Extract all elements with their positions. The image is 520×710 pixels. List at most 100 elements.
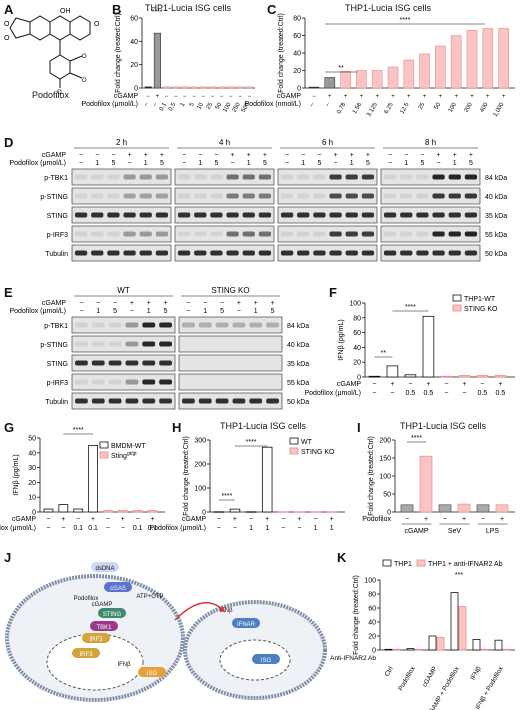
podofilox-sign: − — [481, 516, 485, 523]
significance: **** — [405, 304, 416, 311]
band — [125, 379, 139, 385]
podofilox-dose: − — [233, 525, 237, 532]
podofilox-dose: − — [46, 525, 50, 532]
podofilox-label: Podofilox — [74, 596, 99, 602]
bar — [326, 511, 337, 513]
podofilox-dose: 1 — [144, 160, 148, 167]
band — [91, 322, 105, 328]
band — [107, 174, 120, 180]
panel-label: A — [4, 2, 14, 17]
cgamp-sign: − — [317, 152, 321, 159]
band — [297, 212, 310, 218]
band — [297, 193, 310, 199]
cgamp-sign: + — [328, 94, 332, 100]
cgamp-sign: + — [231, 152, 235, 159]
legend-swatch — [99, 441, 109, 449]
bar — [435, 45, 446, 89]
band — [345, 193, 358, 199]
band — [448, 193, 461, 199]
cgamp-sign: − — [186, 300, 190, 307]
dose-label: 250 — [232, 101, 243, 113]
y-tick-label: 60 — [130, 16, 138, 23]
legend-label: Stinggt/gt — [111, 451, 137, 460]
cgamp-sign: + — [128, 152, 132, 159]
dose-label: 0.78 — [336, 101, 347, 115]
podofilox-dose: − — [281, 525, 285, 532]
band — [280, 212, 294, 218]
cgamp-sign: − — [96, 300, 100, 307]
bar — [340, 71, 351, 89]
band — [159, 341, 172, 347]
dose-label: 0.5 — [168, 101, 178, 112]
cgamp-sign: − — [314, 516, 318, 523]
podofilox-sign: + — [500, 516, 504, 523]
dose-label: 0.1 — [159, 101, 169, 112]
significance: *** — [455, 572, 463, 579]
bar — [153, 32, 162, 89]
cgamp-sign: + — [486, 94, 490, 100]
blot-strip — [71, 187, 172, 205]
bar — [209, 86, 217, 89]
band — [91, 212, 104, 218]
blot-strip — [71, 335, 176, 353]
cgamp-sign: + — [360, 94, 364, 100]
y-tick-label: 150 — [379, 456, 391, 463]
cgamp-sign: − — [182, 152, 186, 159]
cgamp-sign: + — [390, 381, 394, 388]
band — [345, 250, 358, 256]
row-label-podofilox: Podofilox (μmol/L) — [149, 525, 206, 532]
panel-e: E cGAMP Podofilox (μmol/L) WT − − −1−5 + − +1 +5 S… — [0, 285, 320, 415]
cgamp-sign: + — [454, 94, 458, 100]
category-label: Podofilox — [397, 665, 417, 692]
bar — [386, 365, 399, 378]
blot-strip — [71, 354, 176, 372]
cgamp-sign: + — [160, 152, 164, 159]
cgamp-sign: + — [439, 94, 443, 100]
blot-label: STING — [47, 213, 68, 220]
blot-label: Tubulin — [45, 399, 68, 406]
y-axis-label: Fold change (treated:Ctrl) — [368, 436, 375, 516]
group-label: STING KO — [211, 286, 249, 295]
bar — [181, 86, 189, 89]
cgamp-sign: − — [247, 94, 251, 100]
bar — [466, 29, 478, 89]
band — [297, 250, 310, 256]
bar — [294, 511, 305, 513]
panel-label: J — [4, 550, 12, 565]
band — [108, 398, 122, 404]
podofilox-sign: − — [443, 516, 447, 523]
band — [313, 193, 326, 199]
legend-superscript: gt/gt — [127, 451, 137, 457]
y-axis-label: Fold change (treated:Ctrl) — [183, 436, 190, 516]
ifnb-gene-label: IFNβ — [117, 662, 131, 668]
cgamp-sign: + — [344, 94, 348, 100]
y-tick-label: 60 — [368, 606, 376, 613]
bar — [440, 375, 453, 378]
cgamp-sign: + — [502, 94, 506, 100]
bar — [450, 592, 459, 651]
podofilox-dose: 5 — [111, 160, 115, 167]
significance: **** — [400, 17, 411, 24]
bar — [406, 648, 415, 651]
cgamp-sign: − — [46, 516, 50, 523]
band — [182, 322, 195, 328]
band — [266, 398, 279, 404]
band — [258, 250, 272, 256]
band — [91, 360, 105, 366]
band — [464, 231, 478, 237]
band — [91, 193, 104, 199]
cgamp-sign: + — [297, 516, 301, 523]
blot-label: p-TBK1 — [44, 175, 68, 182]
cgamp-sign: − — [388, 152, 392, 159]
panel-j: J dsDNA cGAS ATP+GTP Podofilox cGAMP STING TBK… — [0, 550, 335, 710]
band — [210, 174, 223, 180]
cgamp-sign: + — [469, 152, 473, 159]
band — [242, 212, 255, 218]
cgamp-sign: − — [136, 516, 140, 523]
band — [416, 174, 429, 180]
band — [142, 322, 156, 328]
significance: **** — [221, 493, 232, 500]
row-label-cgamp: cGAMP — [42, 152, 66, 159]
